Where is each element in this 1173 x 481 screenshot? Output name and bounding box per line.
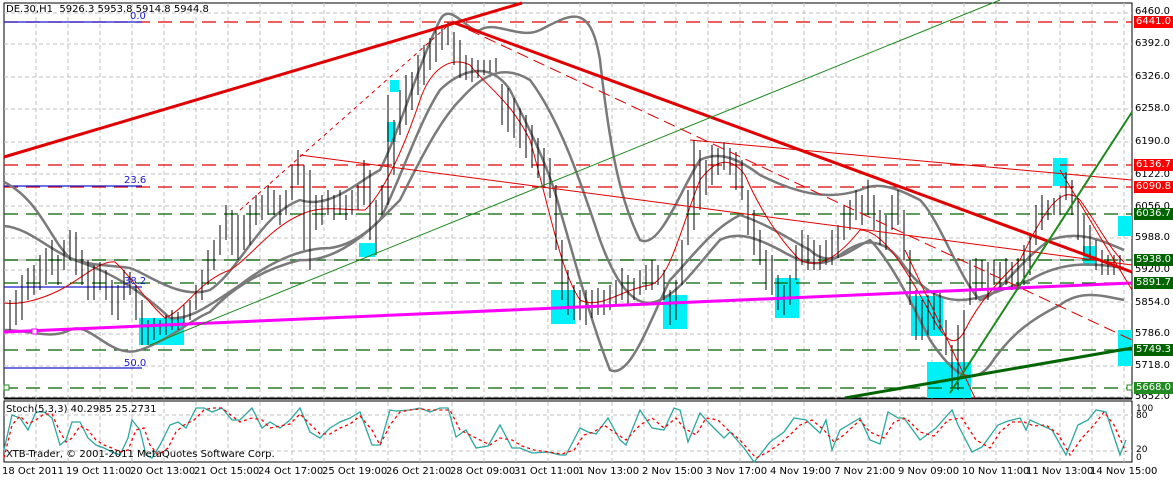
trend-line-thin-2 (689, 139, 1133, 181)
price-tick: 5718.0 (1135, 360, 1170, 371)
fib-label-50: 50.0 (124, 358, 147, 369)
level-lines (4, 21, 1132, 389)
support-trendline (3, 281, 1133, 334)
bollinger-bands (3, 12, 1125, 378)
fib-label-23-6: 23.6 (124, 175, 147, 186)
time-tick: 28 Oct 09:00 (450, 466, 516, 477)
time-tick: 7 Nov 21:00 (834, 466, 896, 477)
time-tick: 19 Oct 11:00 (66, 466, 132, 477)
price-tag-5668: 5668.0 (1134, 382, 1173, 394)
price-tick: 5786.0 (1135, 328, 1170, 339)
time-tick: 26 Oct 21:00 (386, 466, 452, 477)
price-tick: 5652.0 (1135, 391, 1170, 402)
price-tick: 6056.0 (1135, 201, 1170, 212)
time-tick: 3 Nov 17:00 (706, 466, 768, 477)
time-tick: 18 Oct 2011 (2, 466, 64, 477)
time-tick: 1 Nov 13:00 (578, 466, 640, 477)
ohlc-values: 5926.3 5953.8 5914.8 5944.8 (59, 4, 209, 15)
price-tick: 6392.0 (1135, 38, 1170, 49)
price-tick: 5920.0 (1135, 264, 1170, 275)
green-steep-trendline (949, 111, 1133, 394)
time-tick: 31 Oct 11:00 (514, 466, 580, 477)
stochastic-lines (3, 406, 1127, 464)
level-handle[interactable] (1126, 384, 1133, 391)
price-tag-5749: 5749.3 (1134, 344, 1173, 356)
price-tag-5938: 5938.0 (1134, 254, 1173, 266)
time-tick: 21 Oct 15:00 (194, 466, 260, 477)
stoch-tick-0: 0 (1136, 453, 1142, 463)
price-tick: 5854.0 (1135, 297, 1170, 308)
resistance-trendline-up (3, 1, 523, 159)
time-tick: 14 Nov 15:00 (1090, 466, 1158, 477)
symbol-label: DE.30,H1 (6, 4, 53, 15)
trendline-handle[interactable] (31, 328, 38, 335)
stoch-tick-80: 80 (1136, 411, 1148, 421)
time-tick: 9 Nov 09:00 (898, 466, 960, 477)
price-tick: 6326.0 (1135, 71, 1170, 82)
green-channel-line (149, 0, 1001, 346)
stoch-tick-20: 20 (1136, 445, 1148, 455)
resistance-trendline-down (451, 20, 1133, 274)
price-tick: 6122.0 (1135, 169, 1170, 180)
price-tag-6036: 6036.7 (1134, 208, 1173, 220)
price-tag-6441: 6441.0 (1134, 16, 1173, 28)
stochastic-label: Stoch(5,3,3) 40.2985 25.2731 (6, 404, 157, 415)
time-tick: 24 Oct 17:00 (258, 466, 324, 477)
level-handle-left[interactable] (3, 384, 10, 391)
copyright-label: XTB-Trader, © 2001-2011 MetaQuotes Softw… (6, 449, 275, 460)
time-tick: 2 Nov 15:00 (642, 466, 704, 477)
price-tag-6090: 6090.8 (1134, 181, 1173, 193)
time-tick: 25 Oct 19:00 (322, 466, 388, 477)
price-tick: 5988.0 (1135, 232, 1170, 243)
trend-line-thin-4 (1059, 169, 1133, 291)
stoch-tick-100: 100 (1136, 404, 1154, 414)
time-tick: 10 Nov 11:00 (962, 466, 1030, 477)
symbol-info: DE.30,H1 5926.3 5953.8 5914.8 5944.8 (6, 4, 209, 16)
fibonacci-lines (4, 21, 142, 369)
price-tick: 6258.0 (1135, 103, 1170, 114)
price-tag-5891: 5891.7 (1134, 277, 1173, 289)
fib-label-38-2: 38.2 (124, 276, 147, 287)
candlesticks (9, 22, 1121, 390)
fib-label-0: 0.0 (130, 11, 146, 22)
time-tick: 11 Nov 13:00 (1026, 466, 1094, 477)
time-tick: 4 Nov 19:00 (770, 466, 832, 477)
price-tick: 6190.0 (1135, 136, 1170, 147)
price-tag-6136: 6136.7 (1134, 159, 1173, 171)
highlight-zones (139, 80, 1132, 398)
trend-line-thin-1 (299, 154, 1133, 266)
green-support-trendline (844, 346, 1133, 400)
time-tick: 20 Oct 13:00 (130, 466, 196, 477)
price-tick: 6460.0 (1135, 6, 1170, 17)
